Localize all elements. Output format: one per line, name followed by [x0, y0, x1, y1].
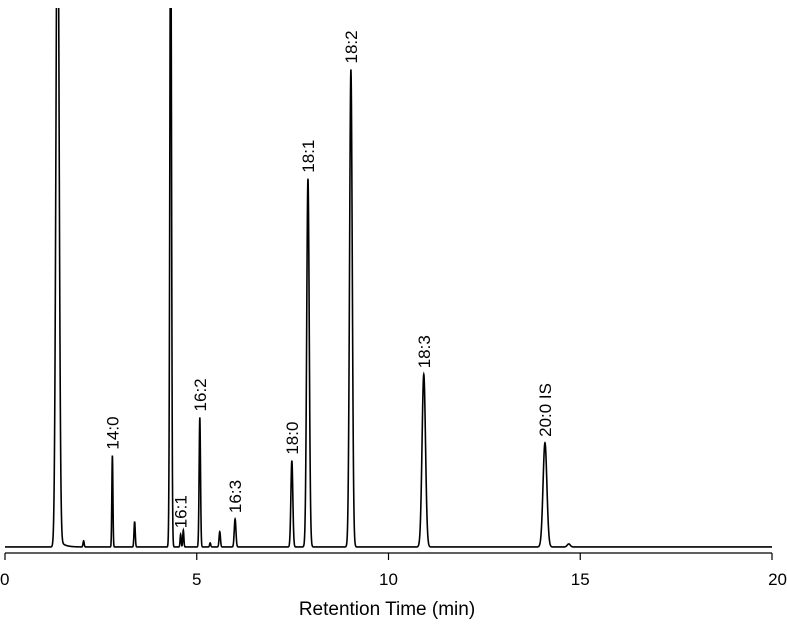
- x-tick-label: 5: [192, 570, 201, 589]
- peak-label: 16:3: [226, 480, 245, 513]
- x-axis-title: Retention Time (min): [299, 599, 475, 620]
- x-tick-label: 10: [379, 570, 398, 589]
- plot-area: [5, 8, 772, 548]
- peak-label: 18:1: [299, 140, 318, 173]
- peak-label: 18:0: [283, 422, 302, 455]
- peak-label: 14:0: [103, 416, 122, 449]
- peak-label: 16:2: [191, 378, 210, 411]
- peak-label: 16:1: [172, 495, 191, 528]
- peak-labels: 14:016:016:116:216:318:018:118:218:320:0…: [103, 30, 555, 528]
- x-tick-label: 15: [571, 570, 590, 589]
- peak-label: 20:0 IS: [536, 383, 555, 437]
- x-axis: 0 5 10 15 20: [0, 552, 787, 589]
- x-tick-label: 0: [0, 570, 9, 589]
- peak-label: 18:2: [342, 30, 361, 63]
- x-tick-label: 20: [768, 570, 787, 589]
- peak-label: 18:3: [415, 335, 434, 368]
- chromatogram-trace: [5, 8, 772, 548]
